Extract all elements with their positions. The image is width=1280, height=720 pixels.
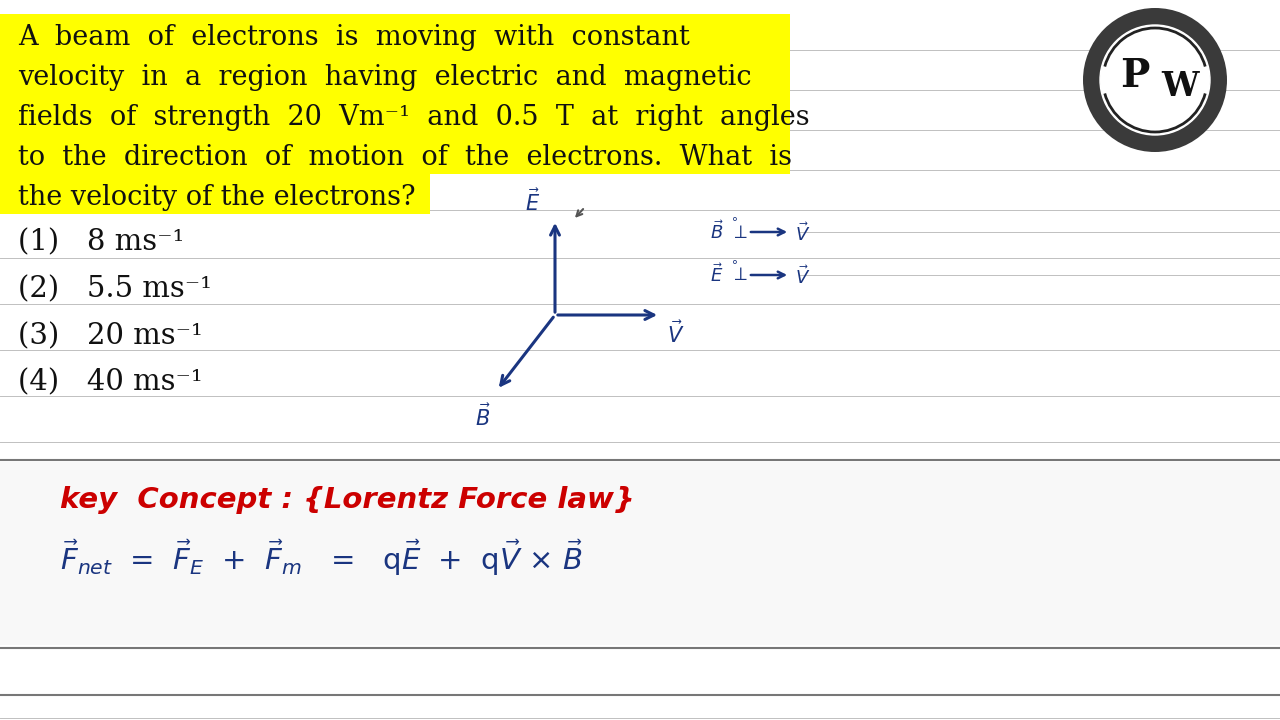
Text: $\vec{F}_{net}$  =  $\vec{F}_E$  +  $\vec{F}_m$   =   q$\vec{E}$  +  q$\vec{V}$ : $\vec{F}_{net}$ = $\vec{F}_E$ + $\vec{F}…	[60, 538, 584, 578]
Text: (3)   20 ms⁻¹: (3) 20 ms⁻¹	[18, 322, 202, 350]
Circle shape	[1100, 25, 1210, 135]
Text: to  the  direction  of  motion  of  the  electrons.  What  is: to the direction of motion of the electr…	[18, 144, 792, 171]
Text: P: P	[1120, 57, 1149, 95]
Bar	[0, 14, 790, 54]
Text: the velocity of the electrons?: the velocity of the electrons?	[18, 184, 416, 211]
Text: fields  of  strength  20  Vm⁻¹  and  0.5  T  at  right  angles: fields of strength 20 Vm⁻¹ and 0.5 T at …	[18, 104, 810, 131]
Text: key  Concept : {Lorentz Force law}: key Concept : {Lorentz Force law}	[60, 486, 635, 514]
Bar	[0, 174, 430, 214]
Text: $\vec{V}$: $\vec{V}$	[795, 222, 810, 246]
Text: $\vec{B}$: $\vec{B}$	[710, 220, 724, 243]
Bar	[0, 134, 790, 174]
Text: $\perp$: $\perp$	[730, 266, 749, 284]
Text: $\perp$: $\perp$	[730, 222, 749, 241]
Bar	[0, 94, 790, 134]
Text: (2)   5.5 ms⁻¹: (2) 5.5 ms⁻¹	[18, 275, 212, 303]
Text: $\vec{B}$: $\vec{B}$	[475, 403, 492, 430]
Text: $\circ$: $\circ$	[730, 254, 737, 268]
Circle shape	[1083, 8, 1228, 152]
Bar	[0, 54, 790, 94]
Text: A  beam  of  electrons  is  moving  with  constant: A beam of electrons is moving with const…	[18, 24, 690, 51]
Text: velocity  in  a  region  having  electric  and  magnetic: velocity in a region having electric and…	[18, 64, 751, 91]
Text: W: W	[1161, 70, 1198, 102]
Bar	[0, 462, 1280, 645]
Text: $\vec{E}$: $\vec{E}$	[710, 264, 723, 287]
Text: $\vec{V}$: $\vec{V}$	[667, 320, 685, 347]
Text: $\circ$: $\circ$	[730, 212, 737, 225]
Text: (1)   8 ms⁻¹: (1) 8 ms⁻¹	[18, 228, 184, 256]
Text: (4)   40 ms⁻¹: (4) 40 ms⁻¹	[18, 368, 202, 396]
Text: $\vec{E}$: $\vec{E}$	[525, 188, 540, 215]
Text: $\vec{V}$: $\vec{V}$	[795, 266, 810, 289]
